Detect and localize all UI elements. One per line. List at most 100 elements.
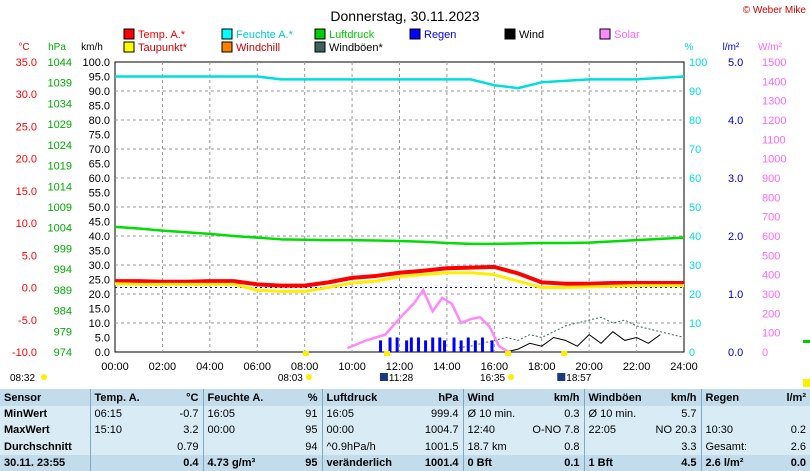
solar-tick-label: 400 [762,270,780,282]
legend-swatch [123,41,135,53]
top-left-time: 08:32 [10,373,35,384]
stats-cell: l/m² [760,389,810,407]
stats-cell: Windböen [583,389,648,407]
stats-cell: Ø 10 min. [583,406,648,423]
stats-cell: 0.0 [760,454,810,471]
rain-bar [438,337,442,352]
stats-cell: 16:05 [321,406,396,423]
wind-tick-label: 5.0 [95,333,110,345]
wind-tick-label: 20.0 [89,289,110,301]
rain-bar [424,340,428,352]
stats-cell: 3.3 [648,438,701,455]
pressure-tick-label: 1024 [48,140,72,152]
stats-cell [89,454,146,471]
stats-cell: 0.1 [527,454,584,471]
rain-bar [395,337,399,352]
edge-marker [803,340,810,343]
statistics-table: Sensor Temp. A. °C Feuchte A.% Luftdruck hPa W… [0,389,810,471]
rain-tick-label: 3.0 [728,173,743,185]
legend-label: Solar [614,29,640,41]
x-tick-label: 18:00 [528,361,556,373]
solar-tick-label: 200 [762,308,780,320]
legend-label: Regen [424,29,456,41]
stats-cell: Feuchte A. [202,389,265,407]
stats-row-label: Durchschnitt [0,438,90,455]
stats-cell [760,406,810,423]
solar-tick-label: 500 [762,250,780,262]
legend-label: Windböen* [329,42,384,54]
solar-tick-label: 1100 [762,134,786,146]
humidity-tick-label: 80 [689,115,701,127]
humidity-tick-label: 90 [689,86,701,98]
stats-cell: 94 [265,438,322,455]
stats-cell: Gesamt: [700,438,760,455]
stats-row: Durchschnitt 0.79 94 ^0.9hPa/h 1001.5 18.7 km… [0,438,810,455]
stats-cell: 2.6 [760,438,810,455]
legend-label: Taupunkt* [138,42,188,54]
x-tick-label: 24:00 [670,361,698,373]
pressure-tick-label: 999 [54,243,72,255]
pressure-tick-label: 979 [54,326,72,338]
pressure-tick-label: 1039 [48,78,72,90]
x-tick-label: 14:00 [433,361,461,373]
temp-tick-label: -10.0 [12,347,37,359]
stats-cell: hPa [396,389,463,407]
sun-icon [508,374,515,380]
stats-row-label: 30.11. 23:55 [0,454,90,471]
temp-tick-label: 5.0 [22,250,37,262]
humidity-tick-label: 70 [689,144,701,156]
wind-tick-label: 40.0 [89,231,110,243]
humidity-tick-label: 50 [689,202,701,214]
solar-tick-label: 800 [762,192,780,204]
humidity-tick-label: 10 [689,318,701,330]
rain-bar [459,340,463,352]
stats-cell: O-NO 7.8 [527,422,584,439]
humidity-tick-label: 100 [689,57,707,69]
stats-row-label: MinWert [0,406,90,423]
stats-cell: 4.73 g/m³ [202,454,265,471]
stats-cell: Wind [462,389,527,407]
wind-tick-label: 25.0 [89,275,110,287]
wind-tick-label: 80.0 [89,115,110,127]
pressure-tick-label: 1044 [48,57,72,69]
wind-tick-label: 15.0 [89,304,110,316]
rain-tick-label: 5.0 [728,57,743,69]
wind-tick-label: 50.0 [89,202,110,214]
rain-bar [443,340,447,352]
sun-marker-time: 18:57 [566,373,591,384]
rain-bar [473,340,477,352]
stats-cell: 1001.4 [396,454,463,471]
pressure-tick-label: 1009 [48,202,72,214]
axis-unit-pressure: hPa [48,42,66,53]
chart-legend: Temp. A.* Feuchte A.* Luftdruck Regen Wind So… [123,28,640,54]
temp-tick-label: 15.0 [16,186,37,198]
stats-row-label: MaxWert [0,422,90,439]
sun-marker-time: 08:03 [278,373,303,384]
x-tick-label: 06:00 [243,361,271,373]
wind-tick-label: 65.0 [89,159,110,171]
humidity-tick-label: 20 [689,289,701,301]
axis-unit-solar: W/m² [758,42,783,53]
stats-cell: % [265,389,322,407]
stats-cell: 1 Bft [583,454,648,471]
legend-label: Temp. A.* [138,29,186,41]
wind-tick-label: 95.0 [89,72,110,84]
series-line [115,264,684,288]
plot-area: 35.0 30.0 25.0 20.0 15.0 10.0 5.0 0.0 -5.0 -10.0 1… [12,57,810,387]
legend-swatch [409,28,421,40]
stats-header-row: Sensor Temp. A. °C Feuchte A.% Luftdruck hPa W… [0,389,810,407]
solar-tick-label: 100 [762,328,780,340]
stats-row: 30.11. 23:55 0.4 4.73 g/m³ 95 veränderlich 10… [0,454,810,471]
stats-cell: 0.2 [760,422,810,439]
pressure-tick-label: 994 [54,264,72,276]
solar-tick-label: 700 [762,212,780,224]
moon-icon [379,373,388,381]
chart-credit: © Weber Mike [743,5,807,16]
series-wind-gust [458,316,685,349]
stats-cell: 16:05 [202,406,265,423]
moon-icon [557,373,566,381]
stats-cell: 1004.7 [396,422,463,439]
stats-cell [89,438,146,455]
x-tick-label: 02:00 [149,361,177,373]
wind-tick-label: 0.0 [95,347,110,359]
